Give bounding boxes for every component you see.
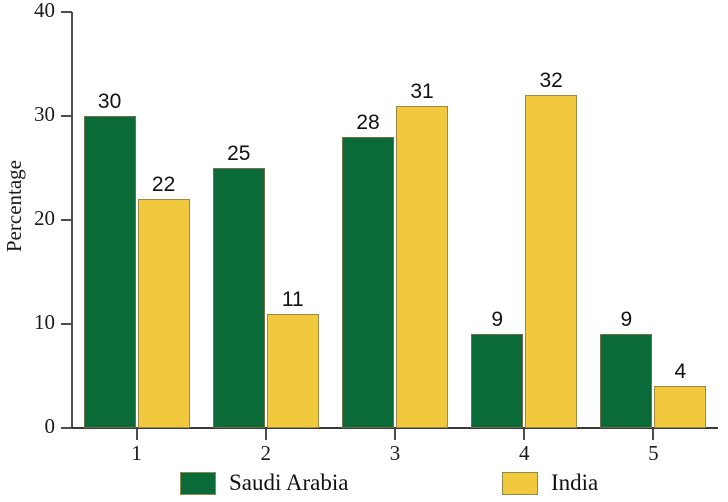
bar-value-label: 9 (491, 308, 504, 332)
bar-value-label: 11 (281, 287, 304, 311)
x-axis-tick-label: 2 (260, 441, 272, 465)
y-axis-tick: 20 (34, 206, 72, 230)
bar-india-4[interactable]: 32 (525, 69, 578, 428)
legend-color-swatch (502, 471, 538, 495)
y-axis-tick-label: 0 (44, 414, 56, 438)
bar-value-label: 25 (227, 142, 251, 165)
legend-label: Saudi Arabia (229, 470, 349, 495)
bar-saudi-arabia-2[interactable]: 25 (212, 142, 265, 428)
x-axis-line (71, 427, 718, 429)
x-axis-tick-label: 3 (389, 441, 401, 465)
bar-saudi-arabia-4[interactable]: 9 (471, 308, 524, 428)
bar-value-label: 32 (539, 69, 563, 93)
y-axis-tick: 10 (34, 310, 72, 334)
y-axis-tick-label: 10 (34, 310, 55, 334)
y-axis-tick: 0 (45, 414, 72, 438)
plot-area: 0 10 20 30 40 30 22 25 11 28 31 9 32 9 4 (34, 0, 718, 438)
bar-saudi-arabia-1[interactable]: 30 (83, 90, 136, 428)
x-axis-tick (523, 429, 526, 440)
y-axis-tick: 30 (34, 102, 72, 126)
legend-color-swatch (180, 471, 216, 495)
bar-india-3[interactable]: 31 (396, 80, 448, 428)
y-axis-line (71, 12, 73, 429)
y-axis-tick-label: 20 (34, 206, 55, 230)
x-axis-tick-label: 4 (518, 441, 530, 465)
x-axis-tick-label: 1 (131, 441, 142, 465)
bar-value-label: 4 (674, 360, 687, 384)
bar-saudi-arabia-3[interactable]: 28 (342, 111, 394, 428)
legend-item-saudi-arabia[interactable]: Saudi Arabia (180, 470, 348, 496)
bar-saudi-arabia-5[interactable]: 9 (600, 308, 653, 428)
x-axis-tick-label: 5 (648, 441, 659, 465)
x-axis-tick (394, 429, 396, 440)
bar-india-5[interactable]: 4 (654, 360, 707, 428)
bar-india-1[interactable]: 22 (137, 173, 190, 428)
bar-value-label: 22 (151, 173, 176, 197)
bar-value-label: 28 (356, 110, 380, 134)
legend-item-india[interactable]: India (502, 470, 598, 496)
chart-legend: Saudi Arabia India (0, 464, 728, 502)
legend-label: India (551, 470, 599, 495)
y-axis-tick: 40 (34, 0, 72, 22)
y-axis-tick-label: 40 (34, 0, 55, 22)
y-axis-title: Percentage (2, 160, 26, 253)
bar-value-label: 9 (620, 308, 633, 332)
bar-india-2[interactable]: 11 (266, 288, 319, 428)
x-axis-tick (652, 429, 655, 440)
x-axis-tick (264, 429, 267, 440)
y-axis-tick-label: 30 (34, 102, 55, 126)
x-axis-tick (135, 429, 138, 440)
bar-value-label: 30 (97, 90, 122, 113)
bar-value-label: 31 (410, 79, 434, 103)
